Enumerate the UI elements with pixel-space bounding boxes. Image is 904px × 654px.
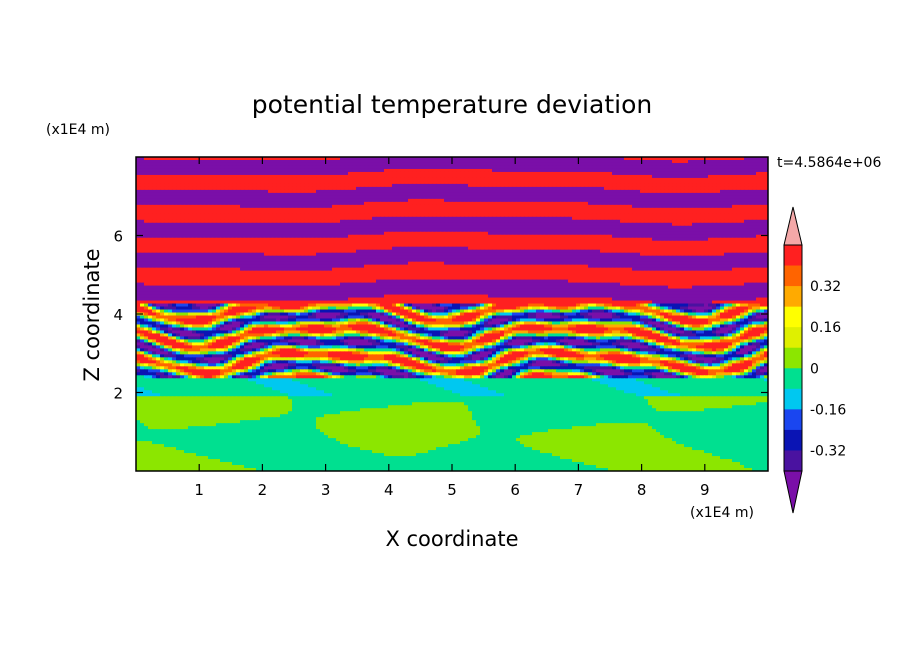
plot-area bbox=[136, 157, 769, 472]
time-label: t=4.5864e+06 bbox=[777, 155, 881, 171]
z-unit-label: (x1E4 m) bbox=[46, 122, 110, 138]
chart-title: potential temperature deviation bbox=[252, 90, 652, 119]
